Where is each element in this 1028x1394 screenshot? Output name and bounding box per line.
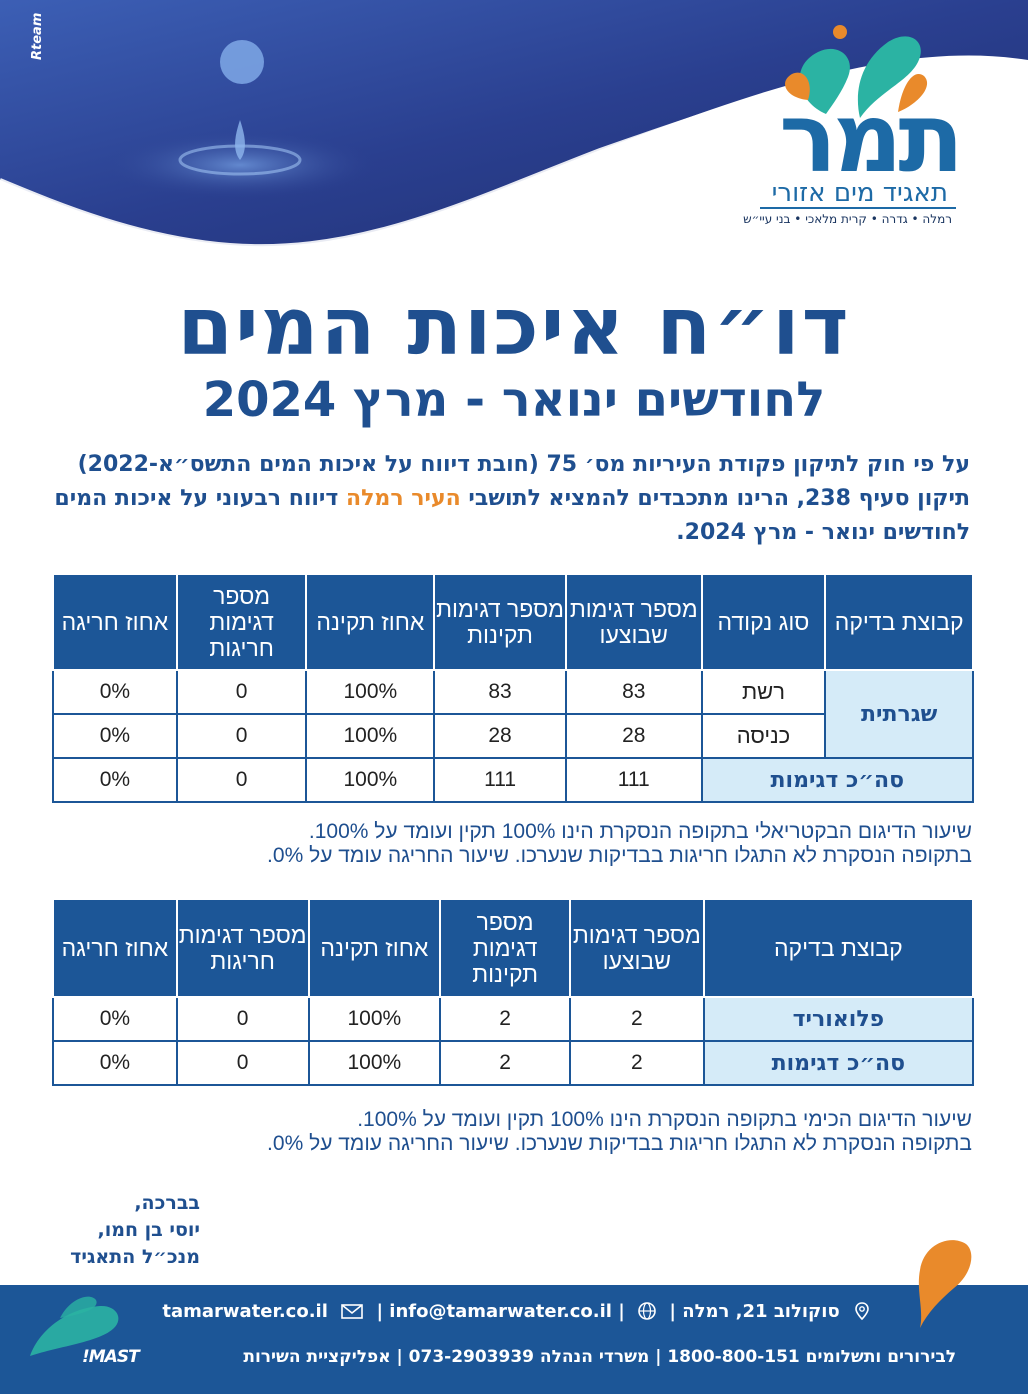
header-cell: מספר דגימות חריגות bbox=[175, 898, 310, 998]
group-cell: פלואוריד bbox=[702, 996, 975, 1042]
pct-bad-cell: 0% bbox=[52, 757, 178, 803]
footer-bar bbox=[0, 1285, 1028, 1394]
logo-subtitle: תאגיד מים אזורי bbox=[771, 178, 948, 208]
footer-orange-drop-icon bbox=[918, 1240, 972, 1328]
done-cell: 83 bbox=[564, 669, 703, 715]
logo-splash-icon bbox=[785, 25, 928, 118]
footer-website-link[interactable]: tamarwater.co.il bbox=[162, 1300, 328, 1322]
pct-bad-cell: 0% bbox=[52, 669, 178, 715]
designer-credit: Rteam bbox=[30, 12, 45, 60]
footer-email-link[interactable]: info@tamarwater.co.il bbox=[389, 1300, 612, 1322]
logo-divider bbox=[760, 207, 956, 209]
app-logo[interactable]: MAST! bbox=[82, 1347, 140, 1367]
pct-ok-cell: 100% bbox=[307, 1040, 442, 1086]
intro-text-end: דיווח רבעוני על איכות המים לחודשים ינואר… bbox=[54, 486, 970, 545]
point-cell: רשת bbox=[700, 669, 827, 715]
email-icon bbox=[341, 1304, 363, 1319]
note-line: בתקופה הנסקרת לא התגלו חריגות בבדיקות שנ… bbox=[267, 1132, 972, 1155]
footer-teal-splash-icon bbox=[30, 1296, 119, 1356]
logo-wordmark: תמר bbox=[779, 82, 964, 194]
header-cell: מספר דגימות תקינות bbox=[433, 573, 567, 671]
chemical-table: קבוצת בדיקה מספר דגימות שבוצעו מספר דגימ… bbox=[52, 898, 975, 1086]
ok-cell: 2 bbox=[439, 1040, 571, 1086]
table-row: פלואוריד 2 2 100% 0 0% bbox=[52, 996, 975, 1042]
signature-role: מנכ״ל התאגיד bbox=[70, 1246, 200, 1268]
done-cell: 28 bbox=[564, 713, 703, 759]
bad-cell: 0 bbox=[175, 1040, 310, 1086]
total-label-cell: סה״כ דגימות bbox=[700, 757, 975, 803]
page-subtitle: לחודשים ינואר - מרץ 2024 bbox=[202, 372, 826, 428]
table-row: כניסה 28 28 100% 0 0% bbox=[52, 713, 973, 759]
bad-cell: 0 bbox=[175, 669, 308, 715]
intro-city-highlight: העיר רמלה bbox=[346, 486, 461, 511]
note-line: שיעור הדיגום הבקטריאלי בתקופה הנסקרת הינ… bbox=[308, 820, 972, 843]
footer-address: סוקולוב 21, רמלה bbox=[682, 1300, 840, 1322]
bad-cell: 0 bbox=[175, 996, 310, 1042]
bacteriological-note: שיעור הדיגום הבקטריאלי בתקופה הנסקרת הינ… bbox=[42, 820, 972, 868]
pct-ok-cell: 100% bbox=[305, 669, 436, 715]
pct-bad-cell: 0% bbox=[52, 713, 178, 759]
header-cell: מספר דגימות חריגות bbox=[175, 573, 308, 671]
total-label-cell: סה״כ דגימות bbox=[702, 1040, 975, 1086]
chemical-note: שיעור הדיגום הכימי בתקופה הנסקרת הינו 10… bbox=[42, 1108, 972, 1156]
ok-cell: 111 bbox=[433, 757, 567, 803]
header-cell: קבוצת בדיקה bbox=[702, 898, 975, 998]
footer-contact-line1: סוקולוב 21, רמלה | | info@tamarwater.co.… bbox=[162, 1300, 878, 1322]
header-cell: סוג נקודה bbox=[700, 573, 827, 671]
table-total-row: סה״כ דגימות 111 111 100% 0 0% bbox=[52, 757, 975, 803]
bad-cell: 0 bbox=[175, 713, 308, 759]
pct-bad-cell: 0% bbox=[52, 1040, 178, 1086]
page-title: דו״ח איכות המים bbox=[177, 280, 851, 373]
pct-bad-cell: 0% bbox=[52, 996, 178, 1042]
intro-paragraph: על פי חוק לתיקון פקודת העיריות מס׳ 75 (ח… bbox=[50, 448, 970, 550]
ok-cell: 83 bbox=[433, 669, 567, 715]
header-cell: אחוז תקינה bbox=[307, 898, 442, 998]
bacteriological-table: קבוצת בדיקה סוג נקודה מספר דגימות שבוצעו… bbox=[52, 573, 975, 803]
map-pin-icon bbox=[855, 1302, 869, 1321]
done-cell: 111 bbox=[564, 757, 703, 803]
pct-ok-cell: 100% bbox=[305, 713, 436, 759]
pct-ok-cell: 100% bbox=[305, 757, 436, 803]
signature-name: יוסי בן חמו, bbox=[97, 1219, 200, 1241]
table-header-row: קבוצת בדיקה סוג נקודה מספר דגימות שבוצעו… bbox=[52, 573, 974, 671]
intro-text: על פי חוק לתיקון פקודת העיריות מס׳ 75 (ח… bbox=[77, 452, 970, 511]
bad-cell: 0 bbox=[175, 757, 308, 803]
header-cell: מספר דגימות תקינות bbox=[439, 898, 571, 998]
group-cell: שגרתית bbox=[824, 669, 974, 759]
globe-icon bbox=[638, 1302, 656, 1320]
table-total-row: סה״כ דגימות 2 2 100% 0 0% bbox=[52, 1040, 975, 1086]
header-cell: קבוצת בדיקה bbox=[824, 573, 974, 671]
header-cell: מספר דגימות שבוצעו bbox=[568, 898, 705, 998]
header-cell: מספר דגימות שבוצעו bbox=[564, 573, 703, 671]
table-header-row: קבוצת בדיקה מספר דגימות שבוצעו מספר דגימ… bbox=[52, 898, 975, 998]
footer-contact-line2: לבירורים ותשלומים 1800-800-151 | משרדי ה… bbox=[243, 1347, 956, 1367]
header-cell: אחוז תקינה bbox=[305, 573, 436, 671]
pct-ok-cell: 100% bbox=[307, 996, 442, 1042]
header-cell: אחוז חריגה bbox=[52, 898, 178, 998]
done-cell: 2 bbox=[568, 996, 705, 1042]
table-row: שגרתית רשת 83 83 100% 0 0% bbox=[52, 669, 974, 759]
signature-block: בברכה, יוסי בן חמו, מנכ״ל התאגיד bbox=[70, 1190, 200, 1271]
point-cell: כניסה bbox=[700, 713, 827, 759]
logo-cities: רמלה • גדרה • קרית מלאכי • בני עיי״ש bbox=[743, 212, 952, 226]
header-cell: אחוז חריגה bbox=[52, 573, 178, 671]
note-line: שיעור הדיגום הכימי בתקופה הנסקרת הינו 10… bbox=[357, 1108, 972, 1131]
note-line: בתקופה הנסקרת לא התגלו חריגות בבדיקות שנ… bbox=[267, 844, 972, 867]
done-cell: 2 bbox=[568, 1040, 705, 1086]
ok-cell: 28 bbox=[433, 713, 567, 759]
header-wave-background bbox=[0, 0, 1028, 249]
signature-greeting: בברכה, bbox=[134, 1192, 200, 1214]
ok-cell: 2 bbox=[439, 996, 571, 1042]
